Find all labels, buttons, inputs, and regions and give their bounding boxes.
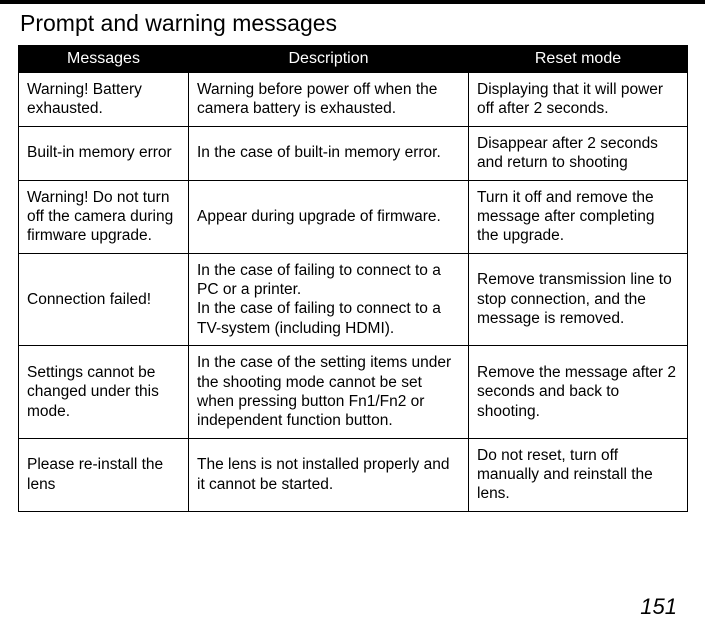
col-header-description: Description <box>189 46 469 73</box>
cell-reset: Remove transmission line to stop connect… <box>469 253 688 346</box>
cell-message: Warning! Do not turn off the camera duri… <box>19 180 189 253</box>
page-container: Prompt and warning messages Messages Des… <box>0 0 705 634</box>
cell-reset: Displaying that it will power off after … <box>469 73 688 127</box>
cell-message: Connection failed! <box>19 253 189 346</box>
top-border-bar <box>0 0 705 4</box>
table-row: Settings cannot be changed under this mo… <box>19 346 688 439</box>
col-header-messages: Messages <box>19 46 189 73</box>
cell-message: Built-in memory error <box>19 126 189 180</box>
cell-description: The lens is not installed properly and i… <box>189 438 469 511</box>
table-row: Warning! Do not turn off the camera duri… <box>19 180 688 253</box>
cell-reset: Do not reset, turn off manually and rein… <box>469 438 688 511</box>
page-number: 151 <box>640 594 677 620</box>
cell-description: Warning before power off when the camera… <box>189 73 469 127</box>
cell-description: In the case of failing to connect to a P… <box>189 253 469 346</box>
cell-description: In the case of built-in memory error. <box>189 126 469 180</box>
cell-description: Appear during upgrade of firmware. <box>189 180 469 253</box>
warning-messages-table: Messages Description Reset mode Warning!… <box>18 45 688 512</box>
cell-description: In the case of the setting items under t… <box>189 346 469 439</box>
cell-message: Please re-install the lens <box>19 438 189 511</box>
table-header-row: Messages Description Reset mode <box>19 46 688 73</box>
cell-reset: Disappear after 2 seconds and return to … <box>469 126 688 180</box>
table-row: Connection failed! In the case of failin… <box>19 253 688 346</box>
cell-reset: Turn it off and remove the message after… <box>469 180 688 253</box>
table-body: Warning! Battery exhausted. Warning befo… <box>19 73 688 512</box>
table-row: Warning! Battery exhausted. Warning befo… <box>19 73 688 127</box>
col-header-reset-mode: Reset mode <box>469 46 688 73</box>
cell-message: Warning! Battery exhausted. <box>19 73 189 127</box>
table-row: Please re-install the lens The lens is n… <box>19 438 688 511</box>
cell-reset: Remove the message after 2 seconds and b… <box>469 346 688 439</box>
cell-message: Settings cannot be changed under this mo… <box>19 346 189 439</box>
table-row: Built-in memory error In the case of bui… <box>19 126 688 180</box>
page-title: Prompt and warning messages <box>18 10 687 37</box>
